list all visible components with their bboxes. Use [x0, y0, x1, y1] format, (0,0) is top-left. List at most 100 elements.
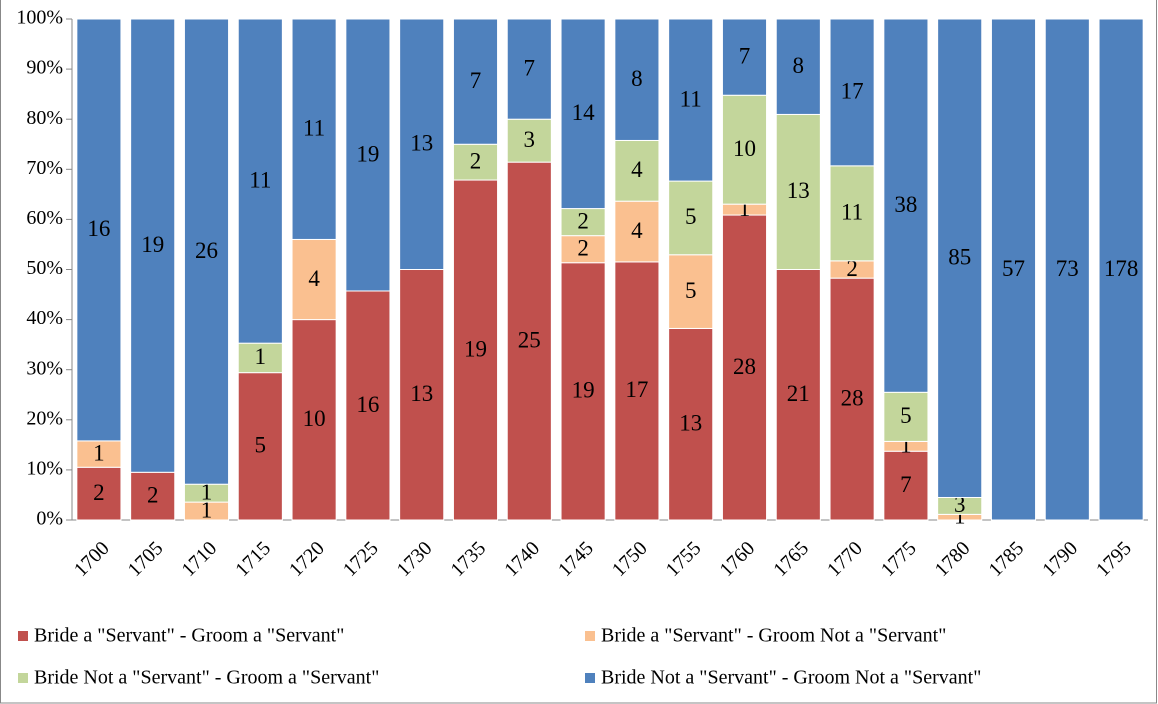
data-label: 73: [1056, 256, 1079, 281]
data-label: 1: [93, 440, 105, 465]
bar-segment: [937, 18, 983, 498]
x-tick-label: 1710: [177, 537, 221, 581]
data-label: 5: [255, 433, 267, 458]
data-label: 16: [356, 392, 379, 417]
x-tick-label: 1730: [393, 537, 437, 581]
bar-segment: [76, 18, 122, 442]
bar-segment: [829, 18, 875, 167]
bar-segment: [721, 94, 768, 205]
x-tick-label: 1770: [823, 537, 867, 581]
bar-segment: [668, 18, 714, 182]
data-label: 4: [308, 266, 320, 291]
bar-segment: [76, 466, 122, 521]
y-tick-label: 40%: [26, 307, 63, 329]
bar-segment: [1098, 18, 1144, 521]
y-tick-label: 0%: [36, 508, 63, 530]
bar-segment: [452, 18, 499, 145]
bar-segment: [506, 118, 552, 163]
legend-swatch: [18, 673, 28, 683]
y-tick-label: 20%: [26, 407, 63, 429]
bar-segment: [883, 450, 929, 521]
x-tick-label: 1715: [231, 537, 275, 581]
data-label: 3: [954, 492, 966, 517]
data-label: 178: [1104, 256, 1139, 281]
data-label: 57: [1002, 256, 1025, 281]
legend-swatch: [585, 673, 595, 683]
bar-segment: [614, 261, 660, 521]
bar-segment: [721, 18, 768, 96]
data-label: 25: [518, 327, 541, 352]
data-label: 1: [900, 433, 912, 458]
bar-segment: [506, 18, 552, 120]
bar-segment: [990, 18, 1037, 521]
data-label: 11: [303, 116, 325, 141]
data-label: 11: [841, 200, 863, 225]
data-label: 2: [577, 208, 589, 233]
data-label: 8: [793, 53, 805, 78]
data-label: 21: [787, 381, 810, 406]
x-tick-label: 1735: [446, 537, 490, 581]
x-tick-label: 1790: [1038, 537, 1082, 581]
data-label: 4: [631, 157, 643, 182]
data-label: 5: [685, 278, 697, 303]
data-label: 26: [195, 238, 218, 263]
x-tick-label: 1765: [769, 537, 813, 581]
x-tick-label: 1700: [70, 537, 114, 581]
data-label: 3: [524, 127, 536, 152]
data-label: 19: [464, 336, 487, 361]
bar-segment: [668, 254, 714, 329]
data-label: 28: [733, 354, 756, 379]
data-label: 2: [93, 480, 105, 505]
x-tick-label: 1720: [285, 537, 329, 581]
x-tick-label: 1760: [715, 537, 759, 581]
x-tick-label: 1725: [339, 537, 383, 581]
x-tick-label: 1745: [554, 537, 598, 581]
data-label: 8: [631, 66, 643, 91]
data-label: 17: [841, 79, 864, 104]
bar-segment: [183, 18, 230, 485]
bar-segment: [1044, 18, 1090, 521]
data-label: 28: [841, 385, 864, 410]
x-tick-label: 1795: [1092, 537, 1136, 581]
legend-swatch: [18, 631, 28, 641]
legend-label: Bride Not a "Servant" - Groom Not a "Ser…: [601, 667, 981, 689]
data-label: 1: [201, 479, 213, 504]
legend-label: Bride a "Servant" - Groom Not a "Servant…: [601, 625, 946, 647]
y-tick-label: 50%: [26, 257, 63, 279]
bar-segment: [506, 161, 552, 521]
legend-label: Bride Not a "Servant" - Groom a "Servant…: [34, 667, 379, 689]
data-label: 17: [625, 377, 648, 402]
data-label: 7: [524, 55, 536, 80]
bar-segment: [130, 471, 176, 521]
y-tick-label: 60%: [26, 207, 63, 229]
x-tick-label: 1775: [877, 537, 921, 581]
bar-segment: [560, 262, 606, 521]
data-label: 7: [739, 43, 751, 68]
bar-segment: [345, 18, 391, 292]
bar-segment: [829, 165, 875, 262]
y-tick-label: 100%: [16, 7, 63, 29]
data-label: 11: [249, 167, 271, 192]
bar-segment: [291, 319, 337, 521]
data-label: 2: [470, 148, 482, 173]
data-label: 14: [572, 100, 596, 125]
bar-segment: [291, 18, 337, 240]
data-label: 85: [948, 245, 971, 270]
data-label: 13: [679, 411, 702, 436]
bar-segment: [614, 18, 660, 141]
bar-segment: [883, 18, 929, 393]
bar-segment: [668, 327, 714, 521]
data-label: 1: [739, 196, 751, 221]
y-tick-label: 30%: [26, 357, 63, 379]
data-label: 4: [631, 218, 643, 243]
legend-label: Bride a "Servant" - Groom a "Servant": [34, 625, 344, 647]
bar-segment: [883, 391, 929, 442]
data-label: 2: [147, 482, 159, 507]
bar-segment: [291, 238, 337, 321]
x-tick-label: 1780: [931, 537, 975, 581]
bar-segment: [130, 18, 176, 473]
data-label: 10: [303, 406, 326, 431]
data-label: 7: [900, 472, 912, 497]
